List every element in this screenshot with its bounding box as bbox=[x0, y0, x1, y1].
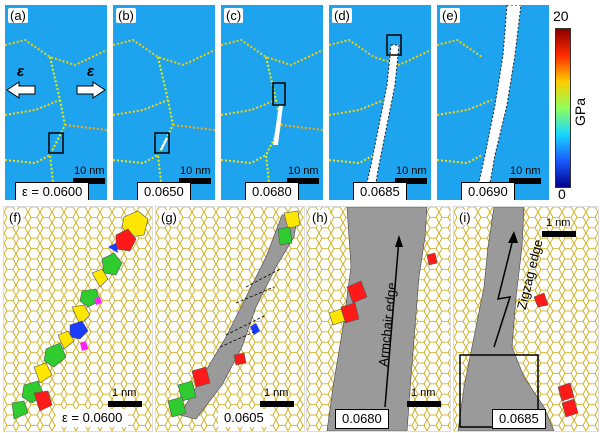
panel-label: (i) bbox=[457, 210, 473, 225]
arrow-head-icon bbox=[395, 235, 403, 247]
panel-f: (f) 1 nm ε = 0.0600 bbox=[3, 206, 153, 432]
scale-label: 10 nm bbox=[510, 165, 541, 177]
scale-label: 1 nm bbox=[112, 387, 137, 399]
panel-label: (e) bbox=[440, 8, 460, 23]
grain-boundary-map-e bbox=[437, 5, 522, 200]
right-arrow-icon bbox=[76, 81, 106, 99]
panel-g: (g) 1 nm 0.0605 bbox=[155, 206, 305, 432]
scale-label: 1 nm bbox=[411, 387, 436, 399]
colorbar-unit: GPa bbox=[572, 97, 588, 126]
panel-label: (g) bbox=[159, 210, 179, 225]
strain-arrow-right-label: ε bbox=[87, 63, 95, 80]
grain-boundary-map-c bbox=[221, 38, 323, 200]
strain-label: 0.0680 bbox=[245, 182, 299, 200]
grain-boundary-map-b bbox=[113, 38, 215, 200]
panel-label: (d) bbox=[332, 8, 352, 23]
scale-bar bbox=[260, 401, 294, 407]
panel-c: (c) 10 nm 0.0680 bbox=[221, 5, 323, 200]
scale-label: 10 nm bbox=[396, 165, 427, 177]
scale-label: 10 nm bbox=[288, 165, 319, 177]
strain-label: 0.0680 bbox=[335, 409, 389, 429]
scale-label: 10 nm bbox=[74, 165, 105, 177]
scale-label: 1 nm bbox=[546, 217, 571, 229]
panel-label: (h) bbox=[310, 210, 330, 225]
strain-label: 0.0685 bbox=[353, 182, 407, 200]
grain-boundary-map-d bbox=[329, 34, 431, 200]
colorbar bbox=[555, 28, 571, 188]
strain-label: 0.0690 bbox=[461, 182, 515, 200]
strain-label: 0.0605 bbox=[218, 409, 270, 427]
scale-bar bbox=[509, 178, 541, 184]
panel-b: (b) 10 nm 0.0650 bbox=[113, 5, 215, 200]
scale-bar bbox=[108, 401, 142, 407]
arrow-head-icon bbox=[508, 231, 518, 243]
scale-bar bbox=[179, 178, 211, 184]
panel-label: (f) bbox=[7, 210, 24, 225]
panel-d: (d) 10 nm 0.0685 bbox=[329, 5, 431, 200]
panel-label: (a) bbox=[8, 8, 28, 23]
panel-label: (c) bbox=[224, 8, 244, 23]
panel-i: (i) Zigzag edge 1 nm 0.0685 bbox=[453, 206, 599, 432]
left-arrow-icon bbox=[6, 81, 36, 99]
scale-bar bbox=[73, 178, 105, 184]
panel-a: ε ε (a) 10 nm ε = 0.0600 bbox=[5, 5, 107, 200]
lattice-h bbox=[307, 207, 450, 431]
panel-h: (h) Armchair edge 1 nm 0.0680 bbox=[306, 206, 451, 432]
colorbar-max: 20 bbox=[553, 8, 569, 24]
lattice-f bbox=[4, 207, 152, 431]
strain-label: ε = 0.0600 bbox=[56, 409, 129, 427]
scale-label: 10 nm bbox=[180, 165, 211, 177]
strain-label: ε = 0.0600 bbox=[15, 182, 90, 200]
strain-label: 0.0650 bbox=[137, 182, 191, 200]
lattice-i bbox=[454, 207, 598, 431]
grain-boundary-map-a bbox=[5, 38, 107, 200]
scale-label: 1 nm bbox=[264, 387, 289, 399]
panel-label: (b) bbox=[116, 8, 136, 23]
scale-bar bbox=[542, 231, 576, 237]
strain-label: 0.0685 bbox=[492, 409, 546, 429]
scale-bar bbox=[395, 178, 427, 184]
scale-bar bbox=[287, 178, 319, 184]
panel-e: (e) 10 nm 0.0690 bbox=[437, 5, 549, 200]
lattice-g bbox=[156, 207, 304, 431]
scale-bar bbox=[407, 401, 441, 407]
colorbar-min: 0 bbox=[558, 186, 566, 202]
strain-arrow-left-label: ε bbox=[17, 63, 25, 80]
